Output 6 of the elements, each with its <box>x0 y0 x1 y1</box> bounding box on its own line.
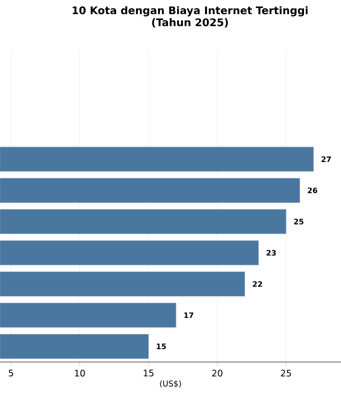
x-tick-label: 25 <box>280 370 291 377</box>
x-tick-label: 20 <box>212 370 222 377</box>
chart-title: 10 Kota dengan Biaya Internet Tertinggi (Tahun 2025) <box>72 6 308 28</box>
x-tick-label: 5 <box>8 370 14 376</box>
x-tick-label: 15 <box>144 370 154 376</box>
x-tick-label: 10 <box>75 370 85 377</box>
